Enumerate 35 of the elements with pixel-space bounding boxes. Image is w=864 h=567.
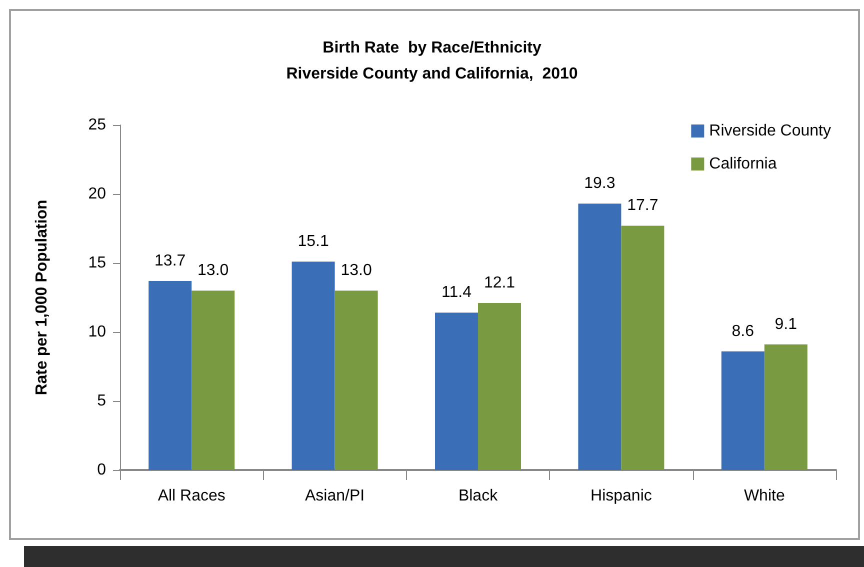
bar <box>478 303 521 470</box>
bar <box>435 312 478 470</box>
data-label: 13.0 <box>198 262 229 280</box>
bar <box>621 226 664 470</box>
data-label: 13.0 <box>340 262 372 280</box>
data-label: 17.7 <box>627 197 658 214</box>
chart-title: Birth Rate by Race/Ethnicity Riverside County and California, 2010 <box>286 40 578 82</box>
data-label: 19.3 <box>584 175 616 192</box>
y-tick-label: 15 <box>88 254 106 272</box>
bar <box>578 204 622 470</box>
data-label: 13.7 <box>154 252 186 270</box>
x-tick-label: White <box>744 488 785 504</box>
data-label: 8.6 <box>732 322 754 340</box>
x-tick-label: Asian/PI <box>305 488 365 504</box>
bar <box>148 280 192 470</box>
bar <box>764 344 808 470</box>
y-tick-label: 10 <box>88 324 106 340</box>
data-label: 11.4 <box>442 284 472 302</box>
x-tick-label: All Races <box>158 488 226 504</box>
data-label: 12.1 <box>484 274 516 292</box>
data-label: 15.1 <box>298 233 329 250</box>
y-tick-label: 5 <box>97 392 106 410</box>
y-tick-label: 20 <box>88 186 106 202</box>
y-tick-label: 25 <box>88 116 106 134</box>
bar <box>192 290 235 470</box>
bar <box>334 290 378 470</box>
x-tick-label: Hispanic <box>590 488 652 504</box>
legend-label: California <box>709 156 777 172</box>
bar <box>292 262 335 470</box>
y-tick-label: 0 <box>97 462 106 478</box>
data-label: 9.1 <box>774 316 798 333</box>
bar <box>721 351 764 470</box>
x-tick-label: Black <box>458 488 499 504</box>
y-axis-title: Rate per 1,000 Population <box>34 200 50 396</box>
legend-label: Riverside County <box>709 122 831 140</box>
